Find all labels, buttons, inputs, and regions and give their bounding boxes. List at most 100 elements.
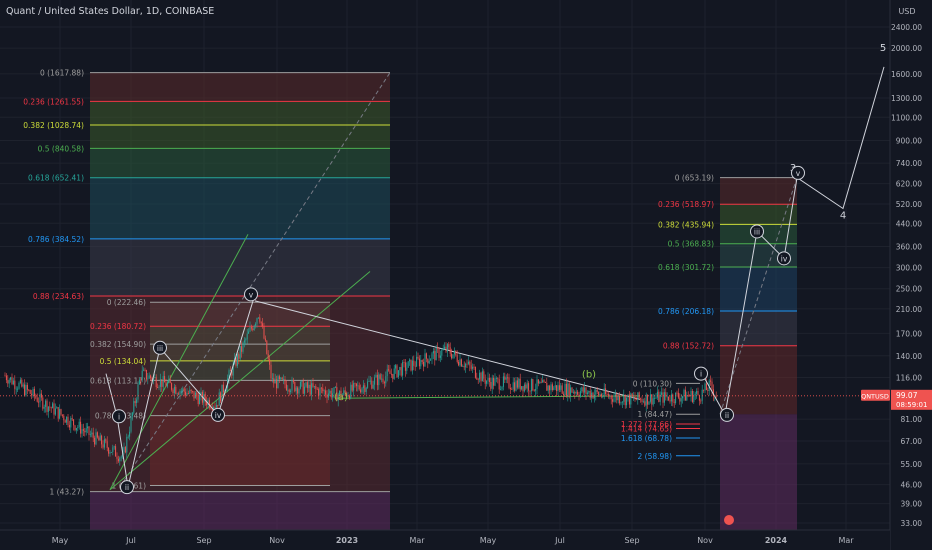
- symbol-tag-label: QNTUSD: [861, 392, 889, 400]
- candle-body: [189, 389, 191, 394]
- candle-body: [47, 406, 49, 412]
- candle-body: [416, 356, 418, 367]
- candle-body: [558, 385, 560, 390]
- candle-body: [445, 346, 447, 352]
- candle-body: [295, 387, 297, 392]
- wave-label: (a): [334, 392, 348, 403]
- candle-body: [120, 456, 122, 458]
- fib-level-label: 1 (43.27): [50, 488, 85, 497]
- candle-body: [592, 392, 594, 399]
- candle-body: [362, 385, 364, 389]
- candle-body: [403, 362, 405, 363]
- candle-body: [242, 342, 244, 352]
- y-tick-label: 46.00: [901, 481, 923, 490]
- y-tick-label: 300.00: [896, 264, 922, 273]
- wave-label-ring: [211, 407, 225, 422]
- candle-body: [42, 397, 44, 409]
- candle-body: [31, 393, 33, 396]
- candle-body: [15, 388, 17, 390]
- candle-body: [95, 432, 97, 445]
- candle-body: [381, 378, 383, 380]
- candle-body: [173, 386, 175, 394]
- candle-body: [585, 387, 587, 395]
- candle-body: [75, 428, 77, 431]
- candle-body: [144, 369, 146, 371]
- candle-body: [598, 391, 600, 396]
- candle-body: [14, 380, 16, 389]
- candle-body: [385, 376, 387, 384]
- wave-label: 4: [840, 211, 846, 222]
- candle-body: [697, 391, 699, 396]
- candle-body: [665, 392, 667, 397]
- candle-body: [316, 388, 318, 390]
- fib-level-label: 0.382 (1028.74): [23, 121, 84, 130]
- candle-body: [35, 396, 37, 398]
- candle-body: [567, 383, 569, 396]
- candle-body: [68, 425, 70, 428]
- candle-body: [292, 379, 294, 383]
- candle-body: [396, 365, 398, 378]
- candle-body: [350, 384, 352, 399]
- candle-body: [584, 387, 586, 393]
- fib-zone: [90, 491, 390, 530]
- candle-body: [525, 384, 527, 389]
- candle-body: [217, 404, 219, 406]
- candle-body: [620, 402, 622, 404]
- candle-body: [278, 376, 280, 380]
- candle-body: [140, 379, 142, 381]
- candle-body: [126, 436, 128, 453]
- candle-body: [693, 395, 695, 402]
- candle-body: [669, 400, 671, 402]
- candle-body: [610, 395, 612, 400]
- candle-body: [491, 377, 493, 389]
- candle-body: [694, 393, 696, 396]
- candle-body: [430, 359, 432, 361]
- candle-body: [232, 363, 234, 376]
- candle-body: [206, 401, 208, 406]
- candle-body: [285, 384, 287, 391]
- candle-body: [74, 425, 76, 431]
- candle-body: [392, 373, 394, 379]
- candle-body: [255, 323, 257, 326]
- candle-body: [253, 325, 255, 331]
- candle-body: [11, 377, 13, 385]
- candle-body: [343, 390, 345, 395]
- candle-body: [115, 446, 117, 457]
- fib-zones: [90, 72, 797, 530]
- candle-body: [498, 379, 500, 390]
- candle-body: [248, 331, 250, 334]
- candle-body: [379, 374, 381, 379]
- price-tag-countdown: 08:59:01: [896, 401, 927, 409]
- candle-body: [684, 389, 686, 401]
- candle-body: [641, 398, 643, 402]
- candle-body: [204, 393, 206, 402]
- candle-body: [497, 378, 499, 380]
- candle-body: [511, 389, 513, 390]
- candle-body: [355, 383, 357, 387]
- candle-body: [311, 383, 313, 395]
- candle-body: [612, 399, 614, 402]
- candle-body: [480, 372, 482, 382]
- candle-body: [99, 435, 101, 441]
- wave-label-ring: [791, 165, 805, 180]
- candle-body: [102, 444, 104, 448]
- x-tick-label: Nov: [269, 536, 285, 545]
- candle-body: [80, 421, 82, 434]
- candle-body: [655, 397, 657, 399]
- candle-body: [661, 392, 663, 395]
- candle-body: [662, 392, 664, 403]
- y-tick-label: 740.00: [896, 159, 922, 168]
- candle-body: [178, 393, 180, 395]
- candle-body: [271, 378, 273, 380]
- candle-body: [574, 391, 576, 394]
- candle-body: [376, 374, 378, 386]
- candle-body: [5, 375, 7, 381]
- candle-body: [161, 379, 163, 387]
- candle-body: [91, 432, 93, 435]
- candle-body: [712, 389, 714, 397]
- price-tag-value: 99.07: [896, 391, 918, 400]
- candle-body: [199, 394, 201, 404]
- candle-body: [333, 387, 335, 394]
- candle-body: [215, 404, 217, 408]
